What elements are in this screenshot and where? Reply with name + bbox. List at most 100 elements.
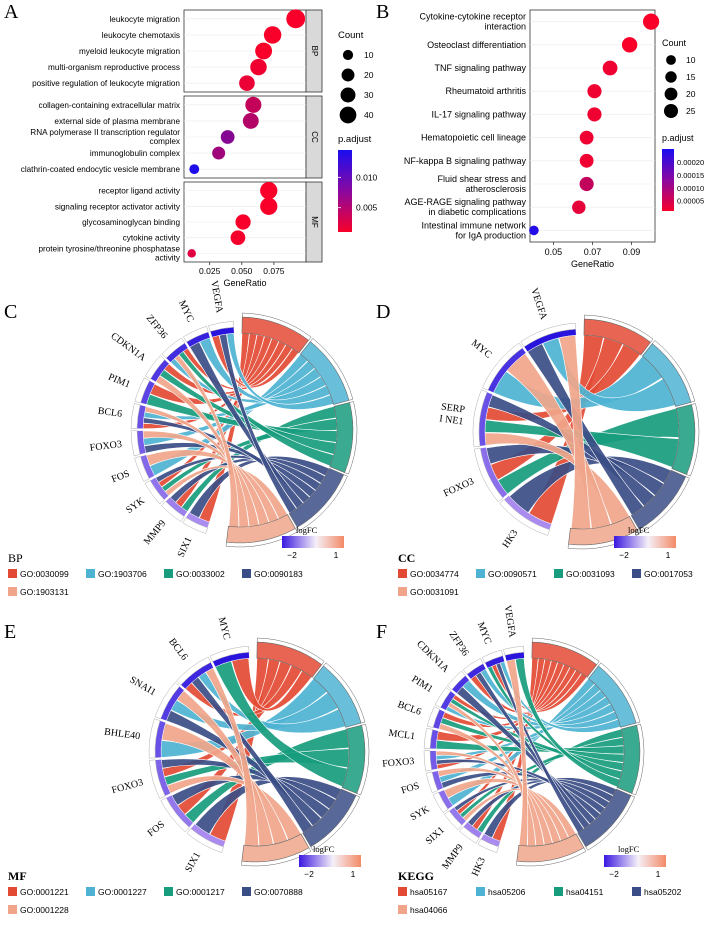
legend-count-dot bbox=[663, 103, 679, 119]
panel-letter-e: E bbox=[4, 621, 16, 643]
panel-letter-b: B bbox=[376, 1, 389, 23]
term-label: external side of plasma membrane bbox=[54, 117, 180, 126]
dot bbox=[189, 164, 200, 175]
term-legend-swatch bbox=[86, 887, 95, 896]
dot bbox=[579, 176, 594, 192]
term-label: leukocyte chemotaxis bbox=[102, 31, 180, 40]
term-legend-label: hsa04151 bbox=[566, 887, 604, 897]
term-legend-label: GO:0001227 bbox=[98, 887, 147, 897]
legend-padj-label: 0.005 bbox=[356, 203, 378, 213]
term-label-line: AGE-RAGE signaling pathway bbox=[404, 197, 526, 207]
legend-count-label: 40 bbox=[364, 110, 374, 120]
term-label-line: complex bbox=[150, 137, 181, 146]
legend-count-dot bbox=[339, 106, 357, 124]
term-legend-label: GO:1903131 bbox=[20, 587, 69, 597]
legend-padj-title: p.adjust bbox=[662, 133, 694, 143]
term-legend-swatch bbox=[398, 887, 407, 896]
x-tick-label: 0.075 bbox=[263, 266, 285, 276]
legend-count-label: 30 bbox=[364, 90, 374, 100]
logfc-title: logFC bbox=[628, 525, 650, 535]
gene-sector-rim bbox=[477, 838, 499, 853]
term-sector-rim bbox=[356, 723, 370, 796]
term-sector-rim bbox=[297, 474, 348, 532]
gene-label: FOXO3 bbox=[111, 777, 145, 796]
gene-sector-rim bbox=[130, 403, 141, 429]
gene-sector-rim bbox=[462, 658, 484, 675]
term-legend-label: hsa05202 bbox=[644, 887, 682, 897]
dot bbox=[642, 13, 660, 30]
term-label-line: atherosclerosis bbox=[465, 184, 526, 194]
term-legend-swatch bbox=[8, 887, 17, 896]
dot bbox=[230, 230, 246, 246]
term-label: collagen-containing extracellular matrix bbox=[38, 101, 180, 110]
logfc-title: logFC bbox=[313, 844, 335, 854]
term-label: TNF signaling pathway bbox=[434, 63, 526, 73]
gene-sector-rim bbox=[503, 645, 525, 656]
facet-strip-label: CC bbox=[310, 131, 319, 143]
gene-label: FOS bbox=[110, 468, 131, 485]
gene-label: VEGFA bbox=[528, 287, 549, 322]
term-label: multi-organism reproductive process bbox=[48, 63, 180, 72]
kegg-dot-plot: Cytokine-cytokine receptor interaction Ost… bbox=[404, 9, 704, 269]
term-legend-label: GO:0031093 bbox=[566, 569, 615, 579]
term-sector-rim bbox=[686, 403, 700, 477]
term-legend-swatch bbox=[242, 569, 251, 578]
gene-label: HK3 bbox=[470, 856, 488, 878]
gene-label: ZFP36 bbox=[144, 313, 170, 341]
term-legend-swatch bbox=[398, 587, 407, 596]
x-tick-label: 0.025 bbox=[199, 266, 221, 276]
gene-label: MMP9 bbox=[440, 842, 466, 871]
legend-padj-label: 0.00015 bbox=[677, 171, 704, 180]
term-label: Hematopoietic cell lineage bbox=[421, 133, 526, 143]
gene-label: SNAI1 bbox=[128, 674, 158, 698]
dot bbox=[263, 26, 282, 44]
term-sector-rim bbox=[598, 662, 641, 724]
gene-sector-rim bbox=[425, 771, 438, 794]
logfc-tick-label: −2 bbox=[609, 869, 619, 879]
category-tag: CC bbox=[398, 551, 415, 565]
term-label: AGE-RAGE signaling pathway in diabetic co… bbox=[404, 197, 526, 217]
term-label: Fluid shear stress and atherosclerosis bbox=[437, 174, 526, 194]
gene-sector-rim bbox=[148, 718, 161, 759]
gene-sector-rim bbox=[209, 645, 250, 662]
legend-count-title: Count bbox=[338, 30, 364, 41]
legend-count-dot bbox=[341, 68, 355, 82]
x-axis-label: GeneRatio bbox=[571, 259, 614, 269]
dot bbox=[255, 42, 273, 60]
dot bbox=[260, 182, 278, 200]
term-label: leukocyte migration bbox=[109, 15, 180, 24]
gene-label-line: I NE1 bbox=[439, 414, 464, 428]
gene-sector-rim bbox=[186, 828, 224, 853]
legend-count-dot bbox=[342, 49, 354, 61]
term-legend-swatch bbox=[164, 887, 173, 896]
gene-label: FOXO3 bbox=[382, 756, 415, 770]
term-legend-label: hsa05167 bbox=[410, 887, 448, 897]
gene-sector-rim bbox=[499, 499, 550, 536]
term-label: positive regulation of leukocyte migrati… bbox=[32, 79, 180, 88]
gene-sector-rim bbox=[144, 480, 165, 505]
gene-label: ZFP36 bbox=[446, 629, 470, 658]
term-label: immunoglobulin complex bbox=[90, 149, 180, 158]
gene-sector-rim bbox=[472, 389, 488, 448]
legend-padj-bar bbox=[662, 149, 674, 211]
term-sector-rim bbox=[639, 476, 690, 534]
dot bbox=[286, 9, 306, 29]
go-dot-plot: BP leukocyte migration leukocyte chemotaxi… bbox=[21, 9, 378, 288]
gene-label: FOXO3 bbox=[89, 439, 122, 454]
term-label: protein tyrosine/threonine phosphatase ac… bbox=[38, 244, 180, 262]
term-sector-rim bbox=[344, 401, 358, 475]
dot bbox=[187, 249, 196, 258]
term-label: signaling receptor activator activity bbox=[55, 202, 181, 211]
term-sector-rim bbox=[310, 338, 354, 401]
legend-padj-label: 0.00005 bbox=[677, 197, 704, 206]
dot bbox=[579, 153, 594, 168]
dot bbox=[579, 130, 594, 145]
gene-label: CDKN1A bbox=[108, 331, 148, 364]
term-label-line: for IgA production bbox=[455, 230, 526, 240]
gene-sector-rim bbox=[130, 430, 141, 457]
term-legend-swatch bbox=[398, 905, 407, 914]
x-tick-label: 0.07 bbox=[584, 247, 602, 257]
dot bbox=[602, 60, 618, 76]
